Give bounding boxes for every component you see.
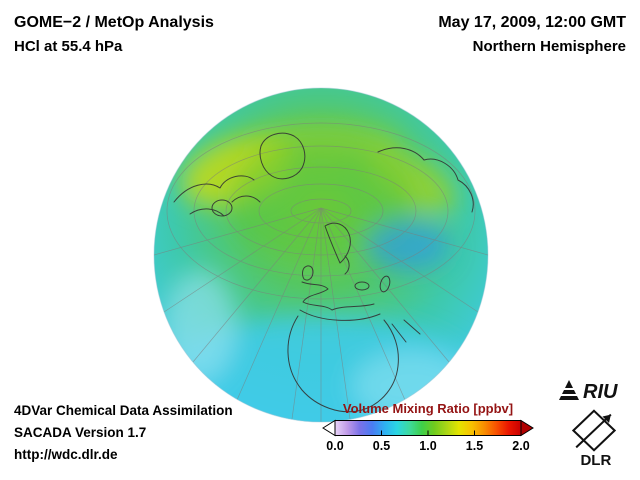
plot-title: GOME−2 / MetOp Analysis	[14, 14, 214, 31]
riu-logo-text: RIU	[583, 381, 618, 403]
colorbar-scale	[322, 419, 534, 437]
riu-logo: RIU	[556, 377, 628, 403]
colorbar-under-arrow	[322, 419, 336, 437]
colorbar-tick-label: 0.0	[326, 439, 344, 453]
plot-datetime: May 17, 2009, 12:00 GMT	[438, 14, 626, 31]
colorbar: Volume Mixing Ratio [ppbv] 0.0 0.5 1.0 1…	[322, 401, 534, 454]
credits: 4DVar Chemical Data Assimilation SACADA …	[14, 400, 233, 466]
dlr-logo-text: DLR	[580, 452, 611, 469]
riu-logo-glyph	[559, 380, 579, 400]
colorbar-over-arrow	[520, 419, 534, 437]
globe-field-patches	[161, 122, 481, 422]
colorbar-tick-labels: 0.0 0.5 1.0 1.5 2.0	[322, 439, 534, 454]
header-left: GOME−2 / MetOp Analysis HCl at 55.4 hPa	[14, 11, 214, 59]
plot-region: Northern Hemisphere	[472, 38, 626, 55]
plot-subtitle: HCl at 55.4 hPa	[14, 38, 123, 55]
colorbar-tick-label: 1.0	[419, 439, 437, 453]
credit-url: http://wdc.dlr.de	[14, 447, 118, 462]
colorbar-ticks	[381, 430, 475, 436]
header-right: May 17, 2009, 12:00 GMT Northern Hemisph…	[438, 11, 626, 59]
colorbar-tick-label: 2.0	[512, 439, 530, 453]
credit-assimilation: 4DVar Chemical Data Assimilation	[14, 403, 233, 418]
dlr-logo: DLR	[564, 406, 624, 470]
globe-graticule	[154, 122, 488, 422]
globe-coastlines	[173, 132, 474, 413]
colorbar-tick-label: 1.5	[465, 439, 484, 453]
globe-map	[152, 86, 490, 424]
dlr-logo-glyph	[571, 409, 617, 452]
globe-svg	[153, 87, 489, 423]
colorbar-title: Volume Mixing Ratio [ppbv]	[342, 401, 514, 416]
credit-version: SACADA Version 1.7	[14, 425, 147, 440]
colorbar-tick-label: 0.5	[372, 439, 391, 453]
